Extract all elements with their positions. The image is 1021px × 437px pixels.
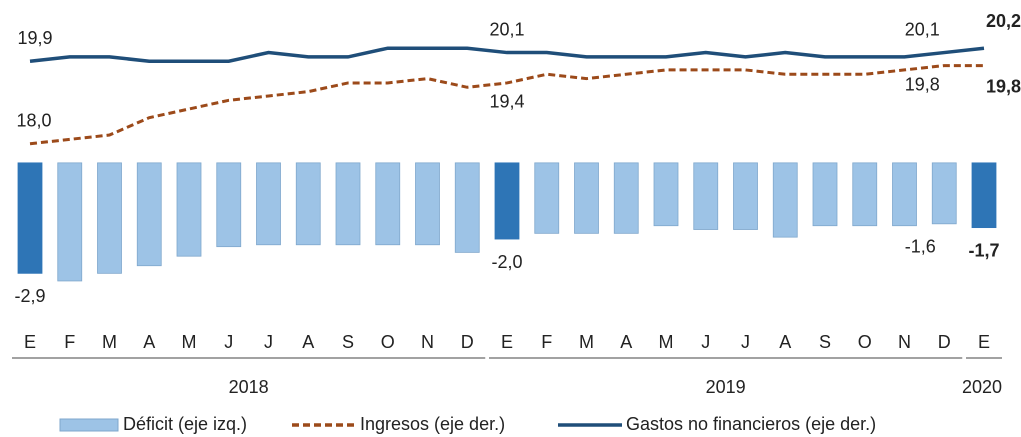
bar <box>176 162 202 257</box>
legend-label: Déficit (eje izq.) <box>123 414 247 434</box>
x-tick-label: J <box>741 332 750 352</box>
data-label: -2,0 <box>491 252 522 272</box>
group-label: 2019 <box>706 377 746 397</box>
bar <box>653 162 679 227</box>
x-tick-label: N <box>421 332 434 352</box>
legend-label: Ingresos (eje der.) <box>360 414 505 434</box>
x-tick-label: E <box>978 332 990 352</box>
bar <box>415 162 440 246</box>
bar <box>295 162 321 246</box>
x-tick-label: M <box>659 332 674 352</box>
bar <box>97 162 122 274</box>
line <box>29 64 984 146</box>
data-label: 20,1 <box>905 19 940 39</box>
bar <box>216 162 242 248</box>
bar <box>256 162 281 246</box>
data-label: -1,6 <box>905 237 936 257</box>
bar <box>733 162 758 230</box>
data-label: 20,2 <box>986 11 1021 31</box>
bar <box>57 162 83 282</box>
group-label: 2018 <box>229 377 269 397</box>
bar <box>812 162 838 227</box>
x-tick-label: M <box>579 332 594 352</box>
x-tick-label: A <box>143 332 155 352</box>
data-label: 18,0 <box>16 110 51 130</box>
x-tick-label: E <box>24 332 36 352</box>
x-tick-label: A <box>302 332 314 352</box>
bar <box>494 162 520 240</box>
x-tick-label: A <box>620 332 632 352</box>
bar <box>613 162 639 234</box>
x-tick-label: F <box>541 332 552 352</box>
legend-label: Gastos no financieros (eje der.) <box>626 414 876 434</box>
bar <box>931 162 957 225</box>
x-tick-label: J <box>701 332 710 352</box>
x-tick-label: D <box>461 332 474 352</box>
bar <box>693 162 719 230</box>
data-label: 19,9 <box>17 28 52 48</box>
bar <box>892 162 917 227</box>
data-label: 19,8 <box>986 76 1021 96</box>
x-tick-label: M <box>182 332 197 352</box>
x-tick-label: O <box>381 332 395 352</box>
x-tick-label: D <box>938 332 951 352</box>
x-tick-label: N <box>898 332 911 352</box>
bar <box>454 162 480 253</box>
bar <box>852 162 878 227</box>
x-tick-label: M <box>102 332 117 352</box>
data-label: 20,1 <box>489 19 524 39</box>
x-tick-label: J <box>224 332 233 352</box>
data-label: 19,4 <box>489 92 524 112</box>
group-label: 2020 <box>962 377 1002 397</box>
bar <box>136 162 162 267</box>
legend-swatch <box>59 418 119 432</box>
line <box>29 46 985 63</box>
bar <box>17 162 43 274</box>
x-tick-label: S <box>819 332 831 352</box>
data-label: 19,8 <box>905 74 940 94</box>
x-tick-label: S <box>342 332 354 352</box>
bar <box>534 162 560 234</box>
bar <box>772 162 798 238</box>
x-tick-label: J <box>264 332 273 352</box>
x-tick-label: A <box>779 332 791 352</box>
bar <box>335 162 361 246</box>
data-label: -2,9 <box>14 286 45 306</box>
bar <box>574 162 599 234</box>
data-label: -1,7 <box>968 240 999 260</box>
x-tick-label: F <box>64 332 75 352</box>
x-tick-label: E <box>501 332 513 352</box>
x-tick-label: O <box>858 332 872 352</box>
bar <box>971 162 997 229</box>
bar <box>375 162 401 246</box>
